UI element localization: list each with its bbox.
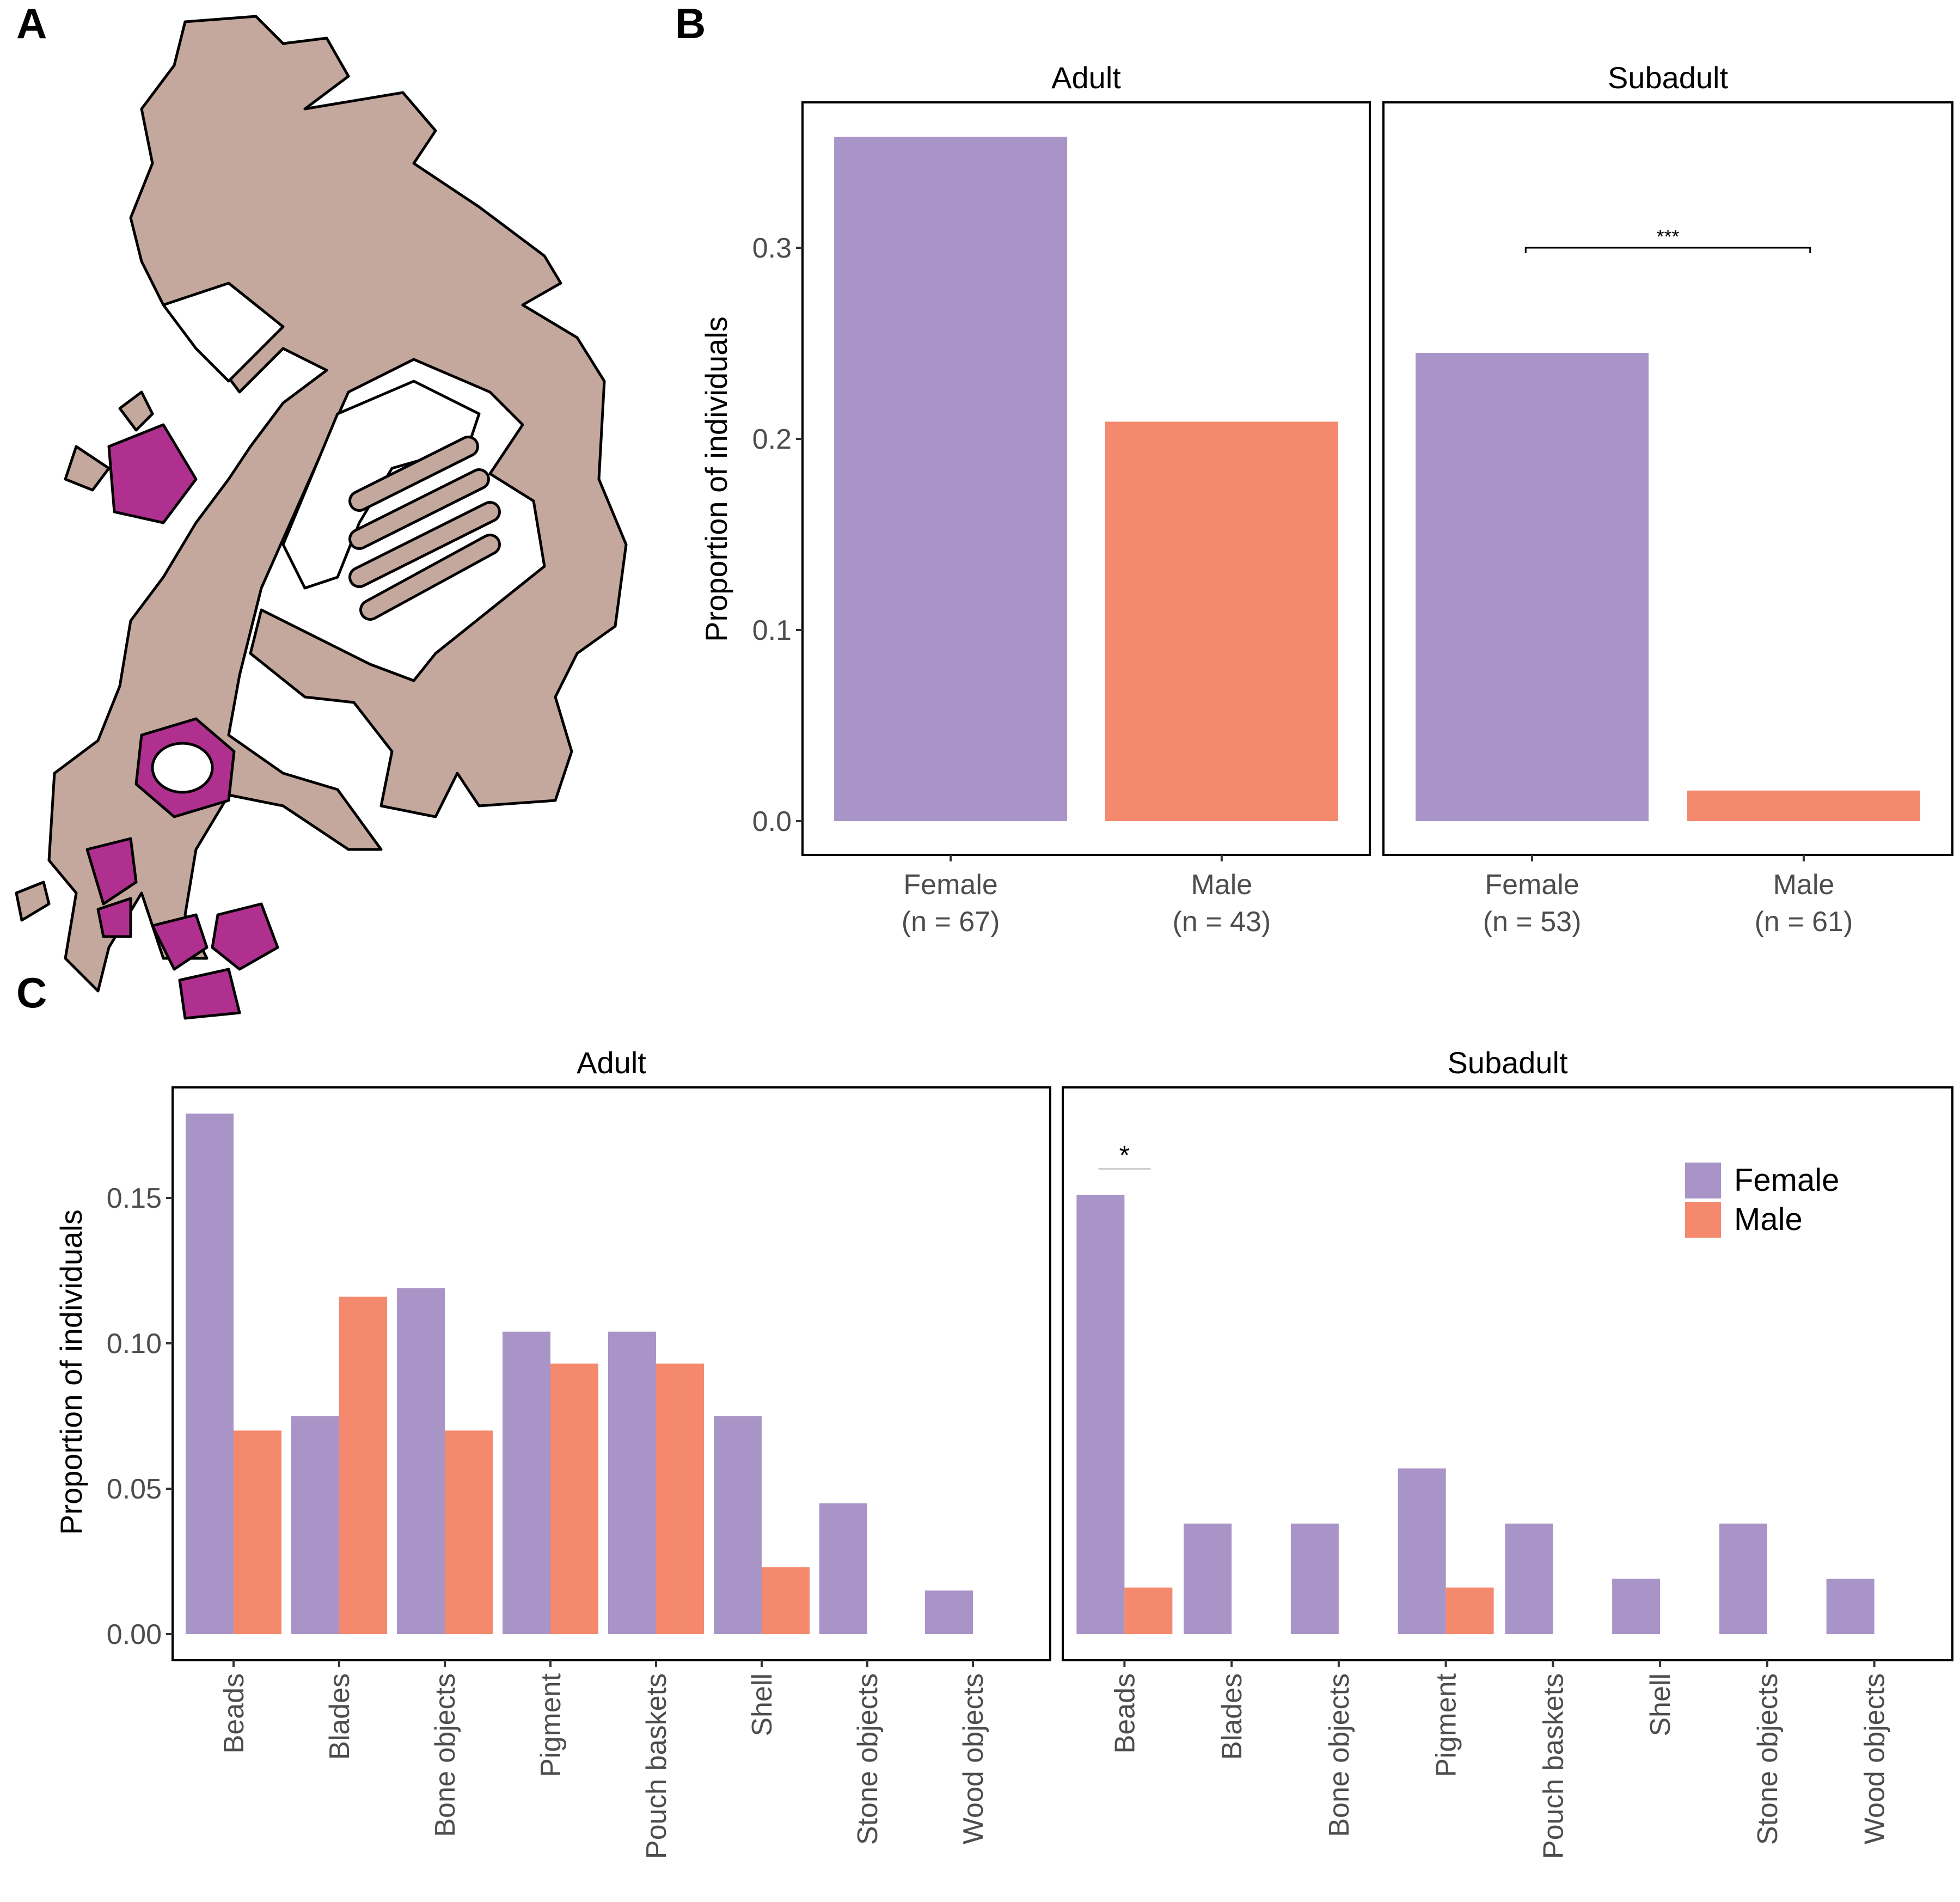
x-tick-sublabel: (n = 43)	[1173, 906, 1271, 938]
x-tick-label: Blades	[1216, 1673, 1248, 1760]
bar-female-beads	[1076, 1195, 1125, 1634]
bar-female-wood-objects	[925, 1590, 973, 1634]
bar-male-pigment	[1445, 1587, 1494, 1634]
y-tick-label: 0.15	[107, 1183, 162, 1214]
y-tick-label: 0.00	[107, 1619, 162, 1650]
x-tick-label: Wood objects	[1859, 1673, 1891, 1844]
x-tick-label: Shell	[1645, 1673, 1676, 1736]
y-tick-label: 0.2	[752, 424, 792, 455]
x-tick-label: Beads	[1109, 1673, 1141, 1753]
bar-female-pigment	[503, 1331, 550, 1634]
x-tick-label: Stone objects	[1752, 1673, 1784, 1845]
x-tick-label: Bone objects	[1324, 1673, 1355, 1837]
bar-male-pouch-baskets	[656, 1363, 704, 1634]
x-tick-label: Female	[1485, 869, 1579, 901]
bar-female-stone-objects	[1719, 1524, 1767, 1634]
bar-female-blades	[1184, 1524, 1232, 1634]
bar-female-shell	[1612, 1579, 1661, 1634]
chart-b-proportion-by-sex: Proportion of individuals Adult 0.0 0.1 0.2 0…	[699, 60, 1953, 938]
bar-female-shell	[714, 1416, 762, 1634]
y-tick-label: 0.05	[107, 1473, 162, 1505]
bar-male-bone-objects	[445, 1430, 493, 1634]
x-tick-label: Blades	[324, 1673, 356, 1760]
burial-skeleton-illustration	[15, 15, 628, 1020]
bar-female-stone-objects	[819, 1503, 867, 1634]
facet-title: Adult	[1051, 60, 1121, 95]
x-tick-label: Stone objects	[852, 1673, 884, 1845]
legend-label-male: Male	[1734, 1202, 1803, 1237]
facet-title: Subadult	[1447, 1045, 1568, 1080]
bar-female-bone-objects	[1290, 1524, 1339, 1634]
x-tick-sublabel: (n = 67)	[902, 906, 1000, 938]
x-tick-label: Beads	[218, 1673, 250, 1753]
bar-male	[1105, 421, 1338, 821]
x-tick-label: Bone objects	[430, 1673, 461, 1837]
bar-female	[1416, 353, 1649, 821]
x-tick-label: Female	[903, 869, 997, 901]
facet-panel-border	[1382, 101, 1953, 856]
x-tick-sublabel: (n = 61)	[1755, 906, 1853, 938]
bar-male-pigment	[550, 1363, 598, 1634]
y-tick-label: 0.10	[107, 1328, 162, 1360]
bar-female-pigment	[1398, 1468, 1446, 1634]
bar-female-bone-objects	[397, 1288, 445, 1634]
y-axis-title: Proportion of individuals	[699, 316, 733, 642]
y-tick-label: 0.1	[752, 615, 792, 646]
panel-label-c: C	[16, 969, 47, 1017]
chart-c-grave-goods-by-sex: Proportion of individuals Adult 0.00 0.05 0.…	[54, 1045, 1953, 1859]
significance-label: *	[1119, 1140, 1130, 1171]
bar-male-blades	[339, 1296, 387, 1634]
x-tick-label: Male	[1191, 869, 1253, 901]
bar-female	[834, 137, 1068, 821]
x-tick-label: Pigment	[1431, 1673, 1462, 1777]
y-tick-label: 0.0	[752, 806, 792, 837]
legend-swatch-male	[1685, 1202, 1721, 1238]
bar-female-wood-objects	[1826, 1579, 1875, 1634]
y-axis-title: Proportion of individuals	[54, 1209, 88, 1535]
x-tick-label: Pouch baskets	[641, 1673, 672, 1859]
bar-female-beads	[186, 1114, 234, 1634]
legend-label-female: Female	[1734, 1163, 1839, 1198]
x-tick-label: Pigment	[535, 1673, 567, 1777]
bar-male	[1687, 790, 1920, 821]
bar-female-pouch-baskets	[608, 1331, 656, 1634]
x-tick-label: Pouch baskets	[1538, 1673, 1569, 1859]
panel-label-b: B	[675, 0, 706, 47]
bar-male-beads	[1124, 1587, 1173, 1634]
bar-female-pouch-baskets	[1505, 1524, 1553, 1634]
facet-title: Subadult	[1608, 60, 1729, 95]
bar-male-shell	[762, 1567, 810, 1634]
significance-label: ***	[1656, 225, 1679, 248]
significance-bracket	[1524, 247, 1811, 253]
facet-title: Adult	[577, 1045, 646, 1080]
x-tick-label: Shell	[746, 1673, 778, 1736]
x-tick-label: Male	[1773, 869, 1835, 901]
bar-male-beads	[234, 1430, 281, 1634]
legend-swatch-female	[1685, 1163, 1721, 1198]
bar-female-blades	[291, 1416, 339, 1634]
x-tick-sublabel: (n = 53)	[1483, 906, 1582, 938]
facet-panel-border	[1062, 1086, 1953, 1661]
facet-panel-border	[801, 101, 1371, 856]
y-tick-label: 0.3	[752, 233, 792, 264]
panel-label-a: A	[16, 0, 47, 47]
x-tick-label: Wood objects	[958, 1673, 989, 1844]
facet-panel-border	[171, 1086, 1051, 1661]
